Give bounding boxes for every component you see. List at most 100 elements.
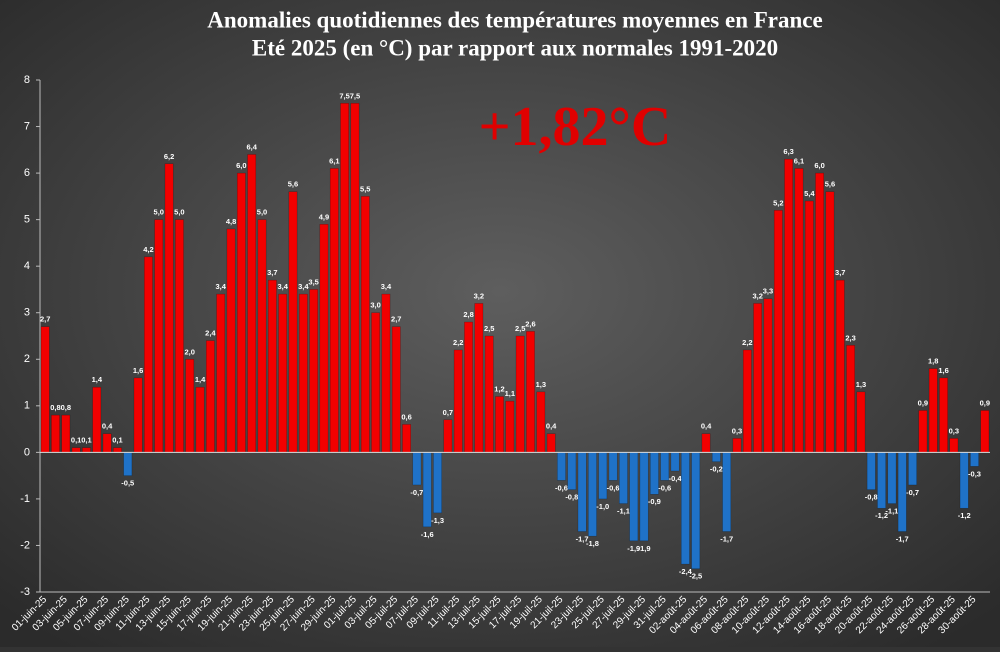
value-label: -1,0 — [596, 502, 609, 511]
bar — [970, 452, 979, 467]
bar — [350, 103, 360, 453]
value-label: 0,4 — [102, 422, 113, 431]
value-label: 3,0 — [370, 301, 380, 310]
bar — [309, 289, 319, 453]
bar — [608, 452, 618, 481]
bar — [216, 293, 226, 453]
bar — [257, 219, 267, 453]
bar — [113, 447, 122, 453]
value-label: 2,7 — [391, 315, 401, 324]
bar — [484, 335, 494, 453]
bar — [175, 219, 184, 453]
bar — [804, 200, 814, 453]
bar — [144, 256, 153, 453]
value-label: -1,6 — [421, 530, 434, 539]
bar — [92, 386, 102, 453]
value-label: 4,8 — [226, 217, 236, 226]
bar — [71, 447, 81, 453]
bar — [928, 368, 938, 453]
value-label: 0,4 — [701, 422, 712, 431]
bar — [298, 293, 308, 453]
value-label: -2,4 — [679, 567, 693, 576]
y-tick-label: -2 — [20, 539, 30, 551]
bar — [691, 452, 701, 569]
value-label: -1,7 — [720, 534, 733, 543]
value-label: 5,2 — [773, 198, 783, 207]
bar — [82, 447, 91, 453]
bar — [711, 452, 721, 462]
bar — [825, 191, 835, 453]
value-label: 0,1 — [81, 436, 91, 445]
value-label: -1,2 — [958, 511, 971, 520]
value-label: 1,1 — [505, 389, 515, 398]
value-label: -0,7 — [410, 488, 423, 497]
bar — [546, 433, 556, 453]
bar — [278, 293, 288, 453]
value-label: 3,2 — [752, 291, 762, 300]
bar — [495, 396, 504, 453]
bar — [453, 349, 463, 453]
value-label: 3,4 — [215, 282, 226, 291]
value-label: 2,3 — [845, 333, 855, 342]
value-label: -1,3 — [431, 516, 444, 525]
bar — [742, 349, 752, 453]
y-tick-label: 1 — [24, 400, 30, 412]
value-label: -0,4 — [669, 474, 683, 483]
annotation: +1,82°C — [479, 96, 672, 158]
bar — [877, 452, 886, 509]
bar — [433, 452, 442, 514]
bar — [340, 103, 350, 453]
value-label: -0,8 — [865, 493, 878, 502]
value-label: 2,6 — [525, 319, 535, 328]
value-label: 1,4 — [195, 375, 206, 384]
y-tick-label: 4 — [24, 260, 30, 272]
value-label: -0,8 — [565, 493, 578, 502]
value-label: 0,3 — [949, 426, 959, 435]
value-label: 3,3 — [763, 287, 773, 296]
value-label: 6,0 — [236, 161, 246, 170]
bar — [51, 414, 60, 453]
chart-subtitle: Eté 2025 (en °C) par rapport aux normale… — [252, 35, 778, 60]
bar — [123, 452, 133, 476]
value-label: 5,0 — [174, 208, 184, 217]
value-label: 2,8 — [463, 310, 473, 319]
bar — [443, 419, 453, 453]
value-label: -0,2 — [710, 465, 723, 474]
bar — [794, 168, 804, 453]
bar — [185, 359, 195, 453]
bar — [619, 452, 628, 504]
value-label: 5,4 — [804, 189, 815, 198]
value-label: 5,6 — [825, 180, 835, 189]
value-label: 6,1 — [794, 156, 804, 165]
bar — [329, 168, 339, 453]
y-tick-label: 0 — [24, 446, 30, 458]
value-label: 2,2 — [742, 338, 752, 347]
chart-title: Anomalies quotidiennes des températures … — [207, 7, 822, 32]
y-tick-label: 3 — [24, 307, 30, 319]
value-label: 3,2 — [474, 291, 484, 300]
value-label: -0,6 — [555, 483, 568, 492]
bar — [381, 293, 391, 453]
value-label: -1,2 — [875, 511, 888, 520]
bar — [61, 414, 71, 453]
value-label: 6,2 — [164, 152, 174, 161]
value-label: 6,4 — [246, 142, 257, 151]
value-label: 1,6 — [133, 366, 143, 375]
value-label: 2,0 — [185, 347, 195, 356]
y-tick-label: -3 — [20, 586, 30, 598]
bar — [588, 452, 597, 537]
value-label: 2,5 — [484, 324, 494, 333]
value-label: 4,2 — [143, 245, 153, 254]
bar — [866, 452, 876, 490]
value-label: -0,5 — [121, 479, 134, 488]
value-label: -0,7 — [906, 488, 919, 497]
value-label: -1,1 — [617, 507, 630, 516]
y-tick-label: 2 — [24, 353, 30, 365]
value-label: 2,2 — [453, 338, 463, 347]
value-label: 3,4 — [381, 282, 392, 291]
bar — [464, 321, 473, 453]
value-label: 0,9 — [980, 398, 990, 407]
value-label: -0,9 — [648, 497, 661, 506]
bar — [402, 424, 411, 453]
